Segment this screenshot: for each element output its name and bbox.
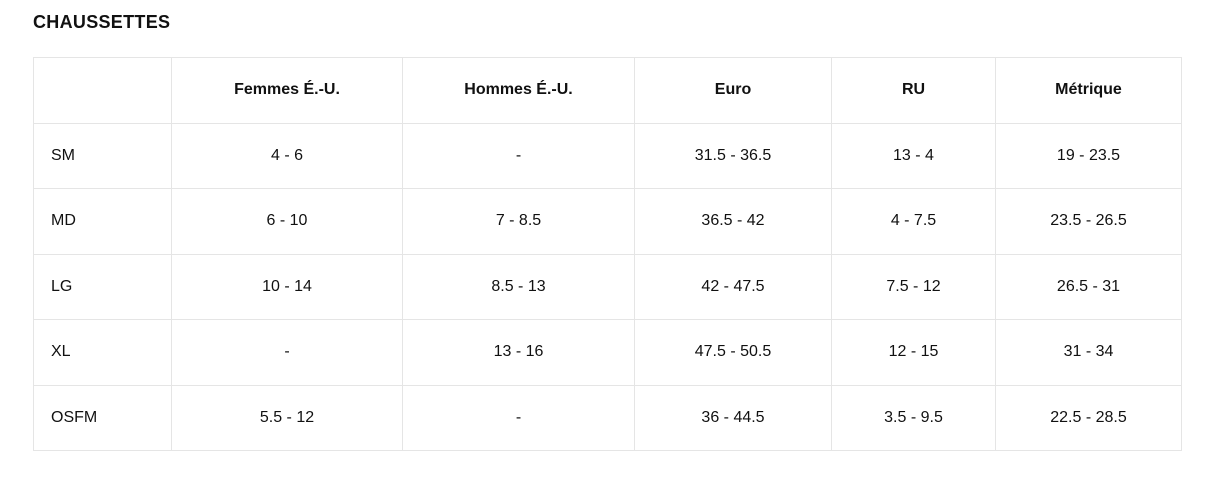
table-cell: 4 - 7.5: [831, 188, 996, 255]
table-row-xl: XL - 13 - 16 47.5 - 50.5 12 - 15 31 - 34: [33, 319, 1182, 386]
size-guide-page: CHAUSSETTES Femmes É.-U. Hommes É.-U. Eu…: [33, 12, 1182, 451]
table-row-lg: LG 10 - 14 8.5 - 13 42 - 47.5 7.5 - 12 2…: [33, 253, 1182, 320]
table-cell: 22.5 - 28.5: [995, 384, 1182, 451]
table-cell: 31 - 34: [995, 319, 1182, 386]
table-cell: 12 - 15: [831, 319, 996, 386]
sock-size-chart-table: Femmes É.-U. Hommes É.-U. Euro RU Métriq…: [33, 57, 1182, 451]
table-cell: 5.5 - 12: [171, 384, 403, 451]
table-cell: -: [402, 122, 635, 189]
page-title: CHAUSSETTES: [33, 12, 171, 32]
row-label-lg: LG: [33, 253, 172, 320]
table-cell: -: [171, 319, 403, 386]
table-cell: 13 - 16: [402, 319, 635, 386]
table-cell: 7.5 - 12: [831, 253, 996, 320]
table-cell: 26.5 - 31: [995, 253, 1182, 320]
table-cell: 13 - 4: [831, 122, 996, 189]
table-cell: 47.5 - 50.5: [634, 319, 832, 386]
table-cell: 8.5 - 13: [402, 253, 635, 320]
table-cell: 36.5 - 42: [634, 188, 832, 255]
table-header-corner: [33, 57, 172, 124]
table-header-femmes-us: Femmes É.-U.: [171, 57, 403, 124]
table-cell: -: [402, 384, 635, 451]
table-cell: 6 - 10: [171, 188, 403, 255]
table-row-osfm: OSFM 5.5 - 12 - 36 - 44.5 3.5 - 9.5 22.5…: [33, 384, 1182, 451]
table-cell: 19 - 23.5: [995, 122, 1182, 189]
row-label-sm: SM: [33, 122, 172, 189]
table-row-sm: SM 4 - 6 - 31.5 - 36.5 13 - 4 19 - 23.5: [33, 122, 1182, 189]
table-cell: 7 - 8.5: [402, 188, 635, 255]
row-label-xl: XL: [33, 319, 172, 386]
table-row-md: MD 6 - 10 7 - 8.5 36.5 - 42 4 - 7.5 23.5…: [33, 188, 1182, 255]
table-cell: 4 - 6: [171, 122, 403, 189]
table-cell: 36 - 44.5: [634, 384, 832, 451]
table-cell: 23.5 - 26.5: [995, 188, 1182, 255]
table-cell: 42 - 47.5: [634, 253, 832, 320]
table-header-euro: Euro: [634, 57, 832, 124]
table-cell: 31.5 - 36.5: [634, 122, 832, 189]
row-label-md: MD: [33, 188, 172, 255]
table-cell: 3.5 - 9.5: [831, 384, 996, 451]
table-header-ru: RU: [831, 57, 996, 124]
table-header-metrique: Métrique: [995, 57, 1182, 124]
table-header-hommes-us: Hommes É.-U.: [402, 57, 635, 124]
table-header-row: Femmes É.-U. Hommes É.-U. Euro RU Métriq…: [33, 57, 1182, 124]
row-label-osfm: OSFM: [33, 384, 172, 451]
table-cell: 10 - 14: [171, 253, 403, 320]
